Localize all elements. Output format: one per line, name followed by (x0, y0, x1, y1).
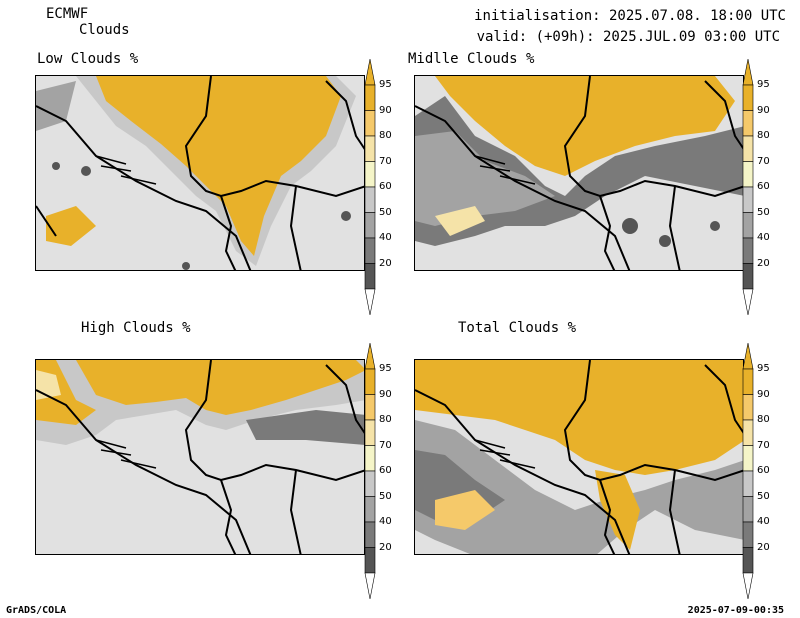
colorbar-high: 95 90 80 70 60 50 40 20 (364, 342, 395, 600)
colorbar-level-label: 50 (757, 490, 770, 502)
colorbar-total: 95 90 80 70 60 50 40 20 (742, 342, 773, 600)
middle-clouds-field (415, 76, 743, 270)
colorbar-swatch (742, 521, 754, 548)
colorbar-swatch (742, 419, 754, 446)
colorbar-swatch (364, 161, 376, 188)
colorbar-level-label: 70 (757, 155, 770, 167)
colorbar-swatch (364, 186, 376, 213)
panel-title-middle: Midlle Clouds % (408, 51, 535, 67)
low-clouds-field (36, 76, 364, 270)
colorbar-swatch (364, 547, 376, 574)
footer-right: 2025-07-09-00:35 (687, 605, 784, 616)
colorbar-level-label: 40 (757, 232, 770, 243)
panel-title-high: High Clouds % (81, 320, 191, 336)
colorbar-swatch (742, 110, 754, 137)
colorbar-swatches (742, 342, 754, 600)
panel-title-low: Low Clouds % (37, 51, 139, 67)
colorbar-level-label: 70 (379, 155, 392, 167)
colorbar-level-label: 40 (379, 516, 392, 527)
colorbar-swatch (364, 110, 376, 137)
colorbar-swatch (364, 84, 376, 111)
colorbar-swatch (742, 84, 754, 111)
colorbar-swatch (742, 445, 754, 472)
colorbar-level-label: 80 (379, 130, 392, 141)
colorbar-level-label: 95 (757, 79, 770, 90)
colorbar-swatch (742, 368, 754, 395)
colorbar-level-label: 90 (379, 388, 392, 400)
colorbar-swatch (364, 521, 376, 548)
colorbar-level-label: 60 (379, 465, 392, 476)
colorbar-upper-arrow (364, 58, 376, 86)
colorbar-level-label: 20 (379, 257, 392, 269)
colorbar-lower-arrow (742, 572, 754, 600)
footer-left: GrADS/COLA (6, 605, 67, 616)
colorbar-swatch (364, 470, 376, 497)
colorbar-level-label: 40 (379, 232, 392, 243)
colorbar-level-label: 60 (379, 181, 392, 192)
colorbar-level-label: 90 (379, 104, 392, 116)
colorbar-level-label: 80 (757, 130, 770, 141)
colorbar-upper-arrow (742, 342, 754, 370)
colorbar-level-label: 80 (379, 414, 392, 425)
colorbar-level-label: 70 (379, 439, 392, 451)
colorbar-level-label: 80 (757, 414, 770, 425)
colorbar-swatch (742, 496, 754, 523)
map-high-clouds (35, 359, 365, 555)
initialisation-label: initialisation: 2025.07.08. 18:00 UTC (474, 8, 786, 24)
colorbar-level-label: 20 (757, 541, 770, 553)
colorbar-level-label: 40 (757, 516, 770, 527)
colorbar-swatches (364, 342, 376, 600)
colorbar-lower-arrow (742, 288, 754, 316)
colorbar-level-label: 20 (757, 257, 770, 269)
colorbar-swatch (742, 547, 754, 574)
colorbar-upper-arrow (742, 58, 754, 86)
colorbar-swatch (364, 237, 376, 264)
total-clouds-field (415, 360, 743, 554)
colorbar-level-label: 60 (757, 465, 770, 476)
colorbar-lower-arrow (364, 288, 376, 316)
colorbar-swatch (364, 212, 376, 239)
valid-label: valid: (+09h): 2025.JUL.09 03:00 UTC (476, 29, 780, 45)
colorbar-swatches (364, 58, 376, 316)
colorbar-lower-arrow (364, 572, 376, 600)
colorbar-middle: 95 90 80 70 60 50 40 20 (742, 58, 773, 316)
colorbar-swatch (364, 445, 376, 472)
colorbar-swatch (364, 394, 376, 421)
colorbar-swatch (742, 212, 754, 239)
colorbar-swatch (364, 368, 376, 395)
colorbar-swatch (364, 263, 376, 290)
colorbar-swatch (742, 470, 754, 497)
colorbar-level-label: 90 (757, 388, 770, 400)
colorbar-level-label: 50 (757, 206, 770, 218)
colorbar-upper-arrow (364, 342, 376, 370)
colorbar-level-label: 90 (757, 104, 770, 116)
map-middle-clouds (414, 75, 744, 271)
model-label: ECMWF (46, 6, 89, 22)
colorbar-swatch (742, 237, 754, 264)
map-total-clouds (414, 359, 744, 555)
colorbar-level-label: 60 (757, 181, 770, 192)
colorbar-swatch (364, 135, 376, 162)
product-label: Clouds (79, 22, 130, 38)
colorbar-swatch (364, 496, 376, 523)
colorbar-low: 95 90 80 70 60 50 40 20 (364, 58, 395, 316)
colorbar-level-label: 50 (379, 206, 392, 218)
colorbar-level-label: 95 (379, 363, 392, 374)
colorbar-swatches (742, 58, 754, 316)
colorbar-level-label: 70 (757, 439, 770, 451)
colorbar-swatch (742, 394, 754, 421)
panel-title-total: Total Clouds % (458, 320, 577, 336)
high-clouds-field (36, 360, 364, 554)
colorbar-swatch (742, 186, 754, 213)
colorbar-swatch (364, 419, 376, 446)
colorbar-swatch (742, 263, 754, 290)
colorbar-level-label: 20 (379, 541, 392, 553)
map-low-clouds (35, 75, 365, 271)
colorbar-swatch (742, 135, 754, 162)
colorbar-level-label: 95 (757, 363, 770, 374)
colorbar-level-label: 95 (379, 79, 392, 90)
colorbar-swatch (742, 161, 754, 188)
colorbar-level-label: 50 (379, 490, 392, 502)
